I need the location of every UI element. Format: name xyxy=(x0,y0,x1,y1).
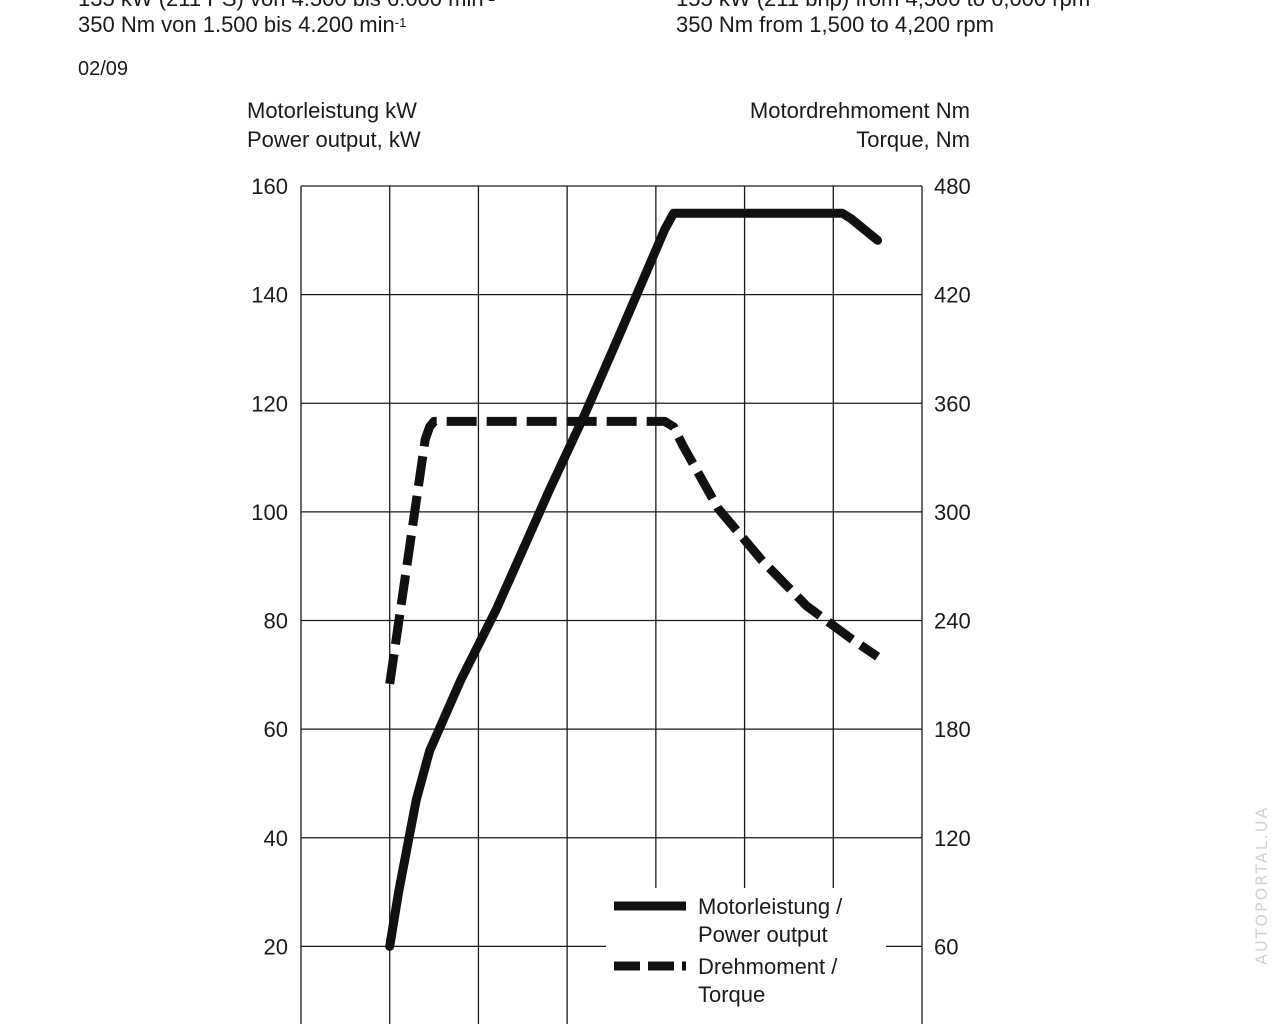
right-axis-title: Motordrehmoment Nm Torque, Nm xyxy=(750,96,970,154)
left-tick-label: 140 xyxy=(251,283,288,308)
legend-label: Power output xyxy=(698,922,828,947)
left-tick-label: 160 xyxy=(251,174,288,199)
header-en-torque: 350 Nm from 1,500 to 4,200 rpm xyxy=(676,12,994,37)
right-tick-label: 360 xyxy=(934,391,971,416)
right-tick-label: 180 xyxy=(934,717,971,742)
torque-line xyxy=(385,416,881,685)
legend-label: Motorleistung / xyxy=(698,894,843,919)
left-axis-label-en: Power output, kW xyxy=(247,127,421,152)
watermark: AUTOPORTAL.UA xyxy=(1252,805,1271,965)
right-tick-label: 480 xyxy=(934,174,971,199)
right-tick-label: 120 xyxy=(934,826,971,851)
left-tick-label: 80 xyxy=(264,609,288,634)
legend-label: Drehmoment / xyxy=(698,954,838,979)
right-tick-label: 60 xyxy=(934,934,958,959)
power-output-line xyxy=(385,208,883,951)
legend: Motorleistung / Power output Drehmoment / T… xyxy=(614,894,843,1007)
left-tick-label: 60 xyxy=(264,717,288,742)
left-axis-label-de: Motorleistung kW xyxy=(247,98,417,123)
right-tick-label: 420 xyxy=(934,283,971,308)
right-tick-label: 300 xyxy=(934,500,971,525)
chart-date: 02/09 xyxy=(78,58,129,80)
header-en-power: 155 kW (211 bhp) from 4,500 to 6,000 rpm xyxy=(676,0,1090,12)
right-axis-label-de: Motordrehmoment Nm xyxy=(749,98,970,123)
legend-label: Torque xyxy=(698,982,765,1007)
left-tick-label: 40 xyxy=(264,826,288,851)
right-tick-label: 240 xyxy=(934,609,971,634)
header-de-power: 135 kW (211 PS) von 4.500 bis 6.000 min-… xyxy=(78,0,495,12)
legend-box xyxy=(606,888,886,1024)
header-de-torque: 350 Nm von 1.500 bis 4.200 min-1 xyxy=(78,12,407,37)
left-axis-title: Motorleistung kW Power output, kW xyxy=(247,96,421,154)
left-tick-label: 120 xyxy=(251,391,288,416)
left-tick-label: 100 xyxy=(251,500,288,525)
left-tick-label: 20 xyxy=(264,934,288,959)
right-axis-label-en: Torque, Nm xyxy=(856,127,970,152)
